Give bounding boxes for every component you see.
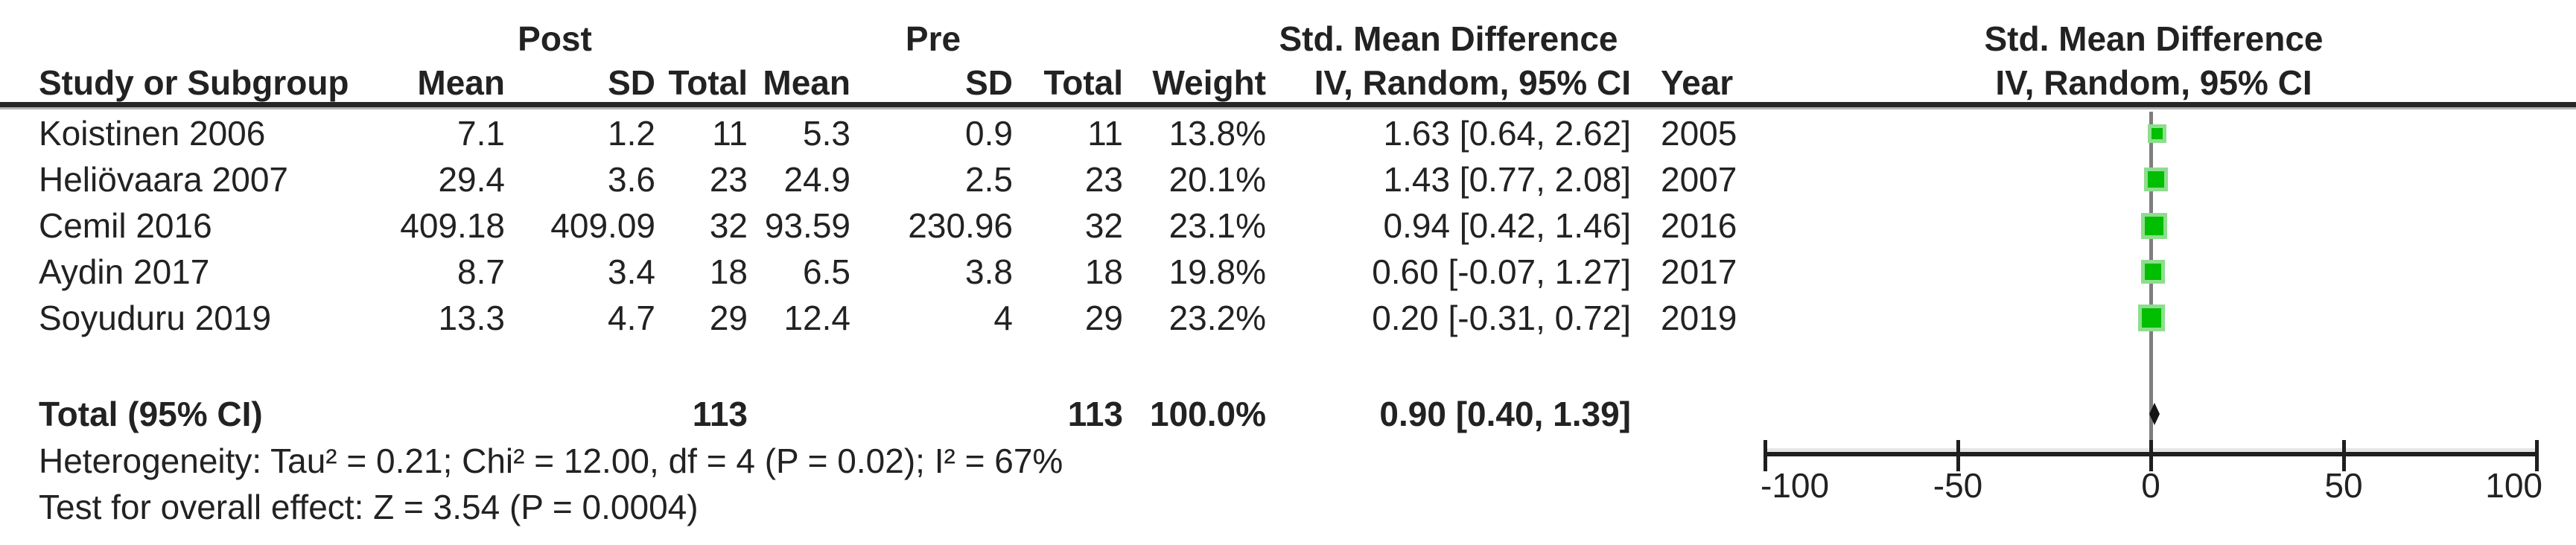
year-cell: 2017 <box>1661 252 1737 291</box>
post-sd-cell: 1.2 <box>608 114 655 153</box>
post-mean-cell: 13.3 <box>438 299 505 337</box>
post-total-cell: 18 <box>709 252 748 291</box>
x-axis-tick <box>2535 440 2539 471</box>
pre-mean-column-header: Mean <box>763 63 850 102</box>
effect-size-marker <box>2138 305 2166 331</box>
pre-total-column-header: Total <box>1043 63 1123 102</box>
effect-size-marker <box>2141 260 2166 284</box>
pre-mean-cell: 5.3 <box>803 114 850 153</box>
post-total-cell: 11 <box>712 114 748 153</box>
post-sd-cell: 3.6 <box>608 160 655 199</box>
pre-sd-cell: 2.5 <box>965 160 1013 199</box>
study-name-cell: Heliövaara 2007 <box>39 160 289 199</box>
effect-size-marker <box>2141 212 2168 239</box>
weight-cell: 23.1% <box>1168 206 1266 245</box>
smd-ci-cell: 1.43 [0.77, 2.08] <box>1383 160 1632 199</box>
x-axis-tick-label: 0 <box>2141 466 2160 505</box>
year-cell: 2016 <box>1661 206 1737 245</box>
smd-table-group-header: Std. Mean Difference <box>1279 19 1618 58</box>
pre-total-cell: 18 <box>1084 252 1123 291</box>
pre-mean-cell: 6.5 <box>803 252 850 291</box>
total-effect-diamond <box>2149 403 2160 425</box>
total-post-n-cell: 113 <box>692 395 748 433</box>
pre-mean-cell: 93.59 <box>764 206 850 245</box>
x-axis-tick-label: 100 <box>2485 466 2542 505</box>
smd-plot-header: Std. Mean Difference <box>1984 19 2324 58</box>
study-name-cell: Aydin 2017 <box>39 252 210 291</box>
x-axis-tick <box>1956 440 1960 471</box>
effect-size-marker <box>2144 168 2169 191</box>
post-mean-column-header: Mean <box>417 63 505 102</box>
pre-sd-cell: 4 <box>993 299 1013 337</box>
study-column-header: Study or Subgroup <box>39 63 349 102</box>
x-axis-tick <box>2149 440 2153 471</box>
weight-cell: 23.2% <box>1168 299 1266 337</box>
pre-mean-cell: 24.9 <box>783 160 850 199</box>
post-total-cell: 23 <box>709 160 748 199</box>
post-mean-cell: 29.4 <box>438 160 505 199</box>
post-mean-cell: 8.7 <box>457 252 505 291</box>
post-sd-column-header: SD <box>608 63 655 102</box>
x-axis-tick <box>1764 440 1767 471</box>
x-axis-tick-label: 50 <box>2324 466 2363 505</box>
pre-total-cell: 29 <box>1084 299 1123 337</box>
weight-cell: 20.1% <box>1168 160 1266 199</box>
total-row-label: Total (95% CI) <box>39 395 263 433</box>
post-mean-cell: 7.1 <box>457 114 505 153</box>
post-total-cell: 29 <box>709 299 748 337</box>
pre-sd-column-header: SD <box>965 63 1013 102</box>
year-cell: 2019 <box>1661 299 1737 337</box>
year-column-header: Year <box>1661 63 1734 102</box>
total-smd-ci-cell: 0.90 [0.40, 1.39] <box>1379 395 1631 433</box>
weight-cell: 19.8% <box>1168 252 1266 291</box>
header-divider-line <box>0 102 2576 107</box>
total-weight-cell: 100.0% <box>1149 395 1266 433</box>
smd-ci-cell: 0.20 [-0.31, 0.72] <box>1372 299 1631 337</box>
smd-ci-cell: 0.94 [0.42, 1.46] <box>1383 206 1632 245</box>
x-axis-tick <box>2342 440 2346 471</box>
post-total-cell: 32 <box>709 206 748 245</box>
year-cell: 2005 <box>1661 114 1737 153</box>
effect-size-marker <box>2147 124 2166 143</box>
iv-ci-column-header: IV, Random, 95% CI <box>1314 63 1631 102</box>
weight-column-header: Weight <box>1152 63 1266 102</box>
heterogeneity-note: Heterogeneity: Tau² = 0.21; Chi² = 12.00… <box>39 442 1063 480</box>
post-mean-cell: 409.18 <box>400 206 505 245</box>
post-total-column-header: Total <box>668 63 748 102</box>
header-divider-shadow <box>0 107 2576 109</box>
pre-total-cell: 11 <box>1087 114 1123 153</box>
post-sd-cell: 4.7 <box>608 299 655 337</box>
year-cell: 2007 <box>1661 160 1737 199</box>
total-pre-n-cell: 113 <box>1067 395 1123 433</box>
pre-total-cell: 23 <box>1084 160 1123 199</box>
post-sd-cell: 409.09 <box>550 206 655 245</box>
study-name-cell: Koistinen 2006 <box>39 114 266 153</box>
post-group-header: Post <box>518 19 592 58</box>
x-axis-tick-label: -50 <box>1933 466 1983 505</box>
smd-ci-cell: 1.63 [0.64, 2.62] <box>1383 114 1632 153</box>
iv-ci-plot-header: IV, Random, 95% CI <box>1995 63 2312 102</box>
study-name-cell: Cemil 2016 <box>39 206 212 245</box>
pre-total-cell: 32 <box>1084 206 1123 245</box>
pre-sd-cell: 3.8 <box>965 252 1013 291</box>
x-axis-tick-label: -100 <box>1761 466 1830 505</box>
pre-sd-cell: 230.96 <box>908 206 1013 245</box>
post-sd-cell: 3.4 <box>608 252 655 291</box>
study-name-cell: Soyuduru 2019 <box>39 299 272 337</box>
weight-cell: 13.8% <box>1168 114 1266 153</box>
pre-sd-cell: 0.9 <box>965 114 1013 153</box>
smd-ci-cell: 0.60 [-0.07, 1.27] <box>1372 252 1631 291</box>
pre-group-header: Pre <box>905 19 961 58</box>
overall-effect-note: Test for overall effect: Z = 3.54 (P = 0… <box>39 488 699 526</box>
pre-mean-cell: 12.4 <box>783 299 850 337</box>
